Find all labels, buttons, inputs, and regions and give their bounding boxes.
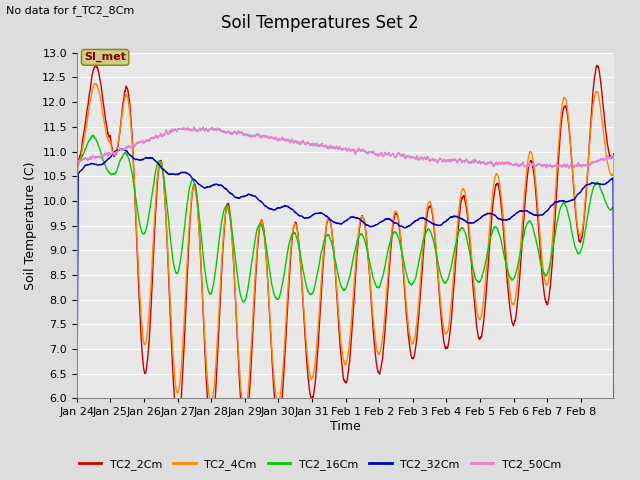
Text: Soil Temperatures Set 2: Soil Temperatures Set 2 <box>221 14 419 33</box>
Text: No data for f_TC2_8Cm: No data for f_TC2_8Cm <box>6 5 134 16</box>
Y-axis label: Soil Temperature (C): Soil Temperature (C) <box>24 161 36 290</box>
X-axis label: Time: Time <box>330 420 361 433</box>
Legend: TC2_2Cm, TC2_4Cm, TC2_16Cm, TC2_32Cm, TC2_50Cm: TC2_2Cm, TC2_4Cm, TC2_16Cm, TC2_32Cm, TC… <box>74 455 566 474</box>
Text: SI_met: SI_met <box>84 52 126 62</box>
